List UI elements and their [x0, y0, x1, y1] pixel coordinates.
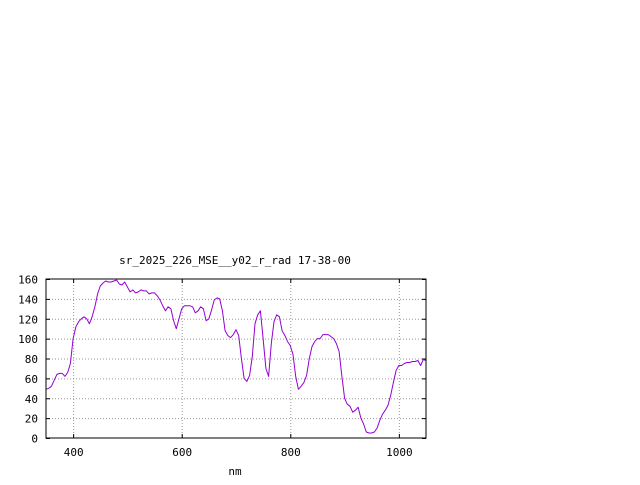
y-tick-label: 120	[18, 313, 38, 326]
y-tick-label: 100	[18, 333, 38, 346]
y-tick-label: 20	[25, 413, 38, 426]
plot-frame	[45, 278, 427, 439]
series-line	[45, 279, 427, 434]
y-tick-label: 60	[25, 373, 38, 386]
y-tick-label: 40	[25, 393, 38, 406]
x-tick-label: 600	[172, 446, 192, 459]
y-tick-label: 160	[18, 274, 38, 287]
chart-title: sr_2025_226_MSE__y02_r_rad 17-38-00	[119, 254, 351, 267]
series-layer	[45, 279, 427, 434]
x-tick-label: 400	[64, 446, 84, 459]
tick-labels: 0 20 40 60 80 100 120 140 160 400 600 800 1000	[18, 274, 412, 460]
grid-lines	[46, 279, 426, 438]
y-tick-label: 140	[18, 293, 38, 306]
y-tick-label: 80	[25, 353, 38, 366]
x-tick-label: 1000	[386, 446, 413, 459]
x-tick-label: 800	[281, 446, 301, 459]
x-axis-label: nm	[228, 465, 242, 478]
y-tick-label: 0	[31, 433, 38, 446]
